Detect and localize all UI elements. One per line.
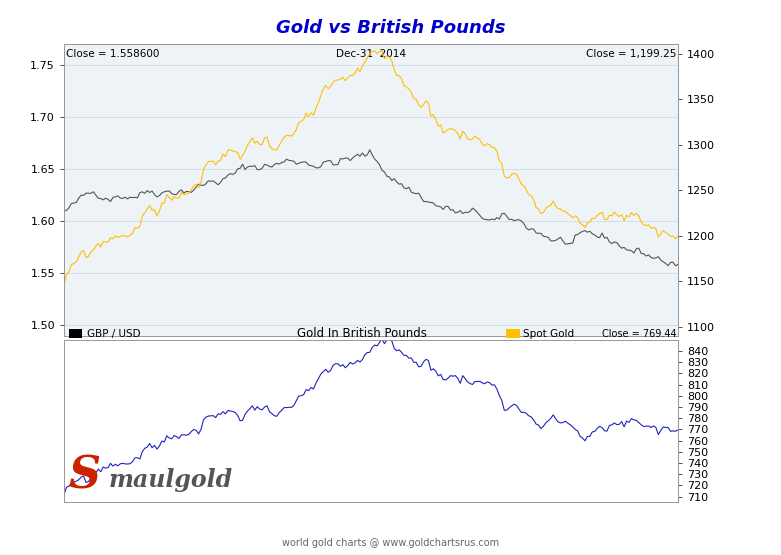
Text: Close = 1.558600: Close = 1.558600	[66, 49, 159, 59]
Text: Gold In British Pounds: Gold In British Pounds	[298, 327, 427, 340]
Bar	[506, 329, 519, 338]
Text: GBP / USD: GBP / USD	[87, 329, 141, 339]
Text: Spot Gold: Spot Gold	[523, 329, 574, 339]
Text: Dec-31  2014: Dec-31 2014	[336, 49, 406, 59]
Text: Close = 1,199.25: Close = 1,199.25	[586, 49, 676, 59]
Text: maulgold: maulgold	[109, 468, 233, 492]
Text: Gold vs British Pounds: Gold vs British Pounds	[276, 19, 505, 37]
Text: Close = 769.44: Close = 769.44	[602, 329, 676, 339]
Bar	[69, 329, 83, 338]
Text: S: S	[68, 455, 100, 498]
Text: world gold charts @ www.goldchartsrus.com: world gold charts @ www.goldchartsrus.co…	[282, 538, 499, 548]
